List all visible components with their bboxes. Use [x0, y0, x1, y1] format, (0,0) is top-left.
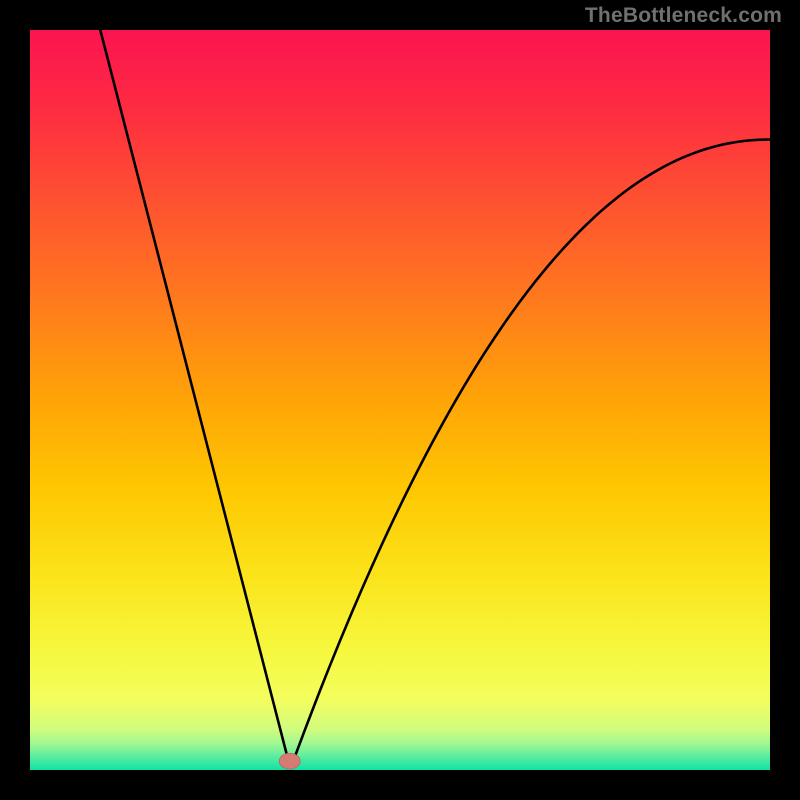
plot-background [30, 30, 770, 770]
bottleneck-chart [0, 0, 800, 800]
minimum-marker [279, 753, 300, 769]
watermark-text: TheBottleneck.com [585, 4, 782, 28]
